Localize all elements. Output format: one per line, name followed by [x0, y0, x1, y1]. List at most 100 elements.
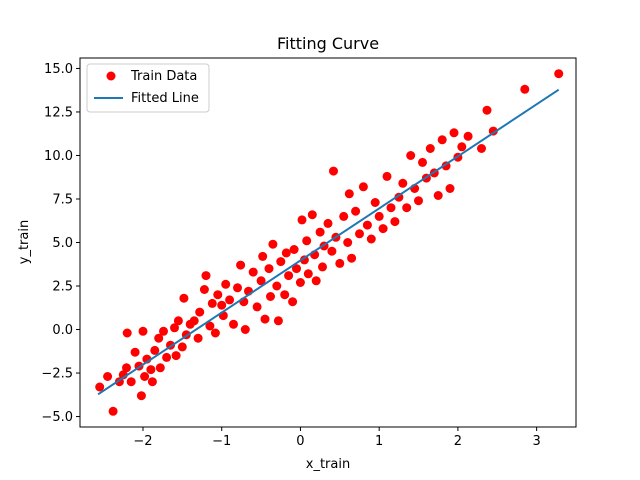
- data-point: [366, 234, 376, 244]
- data-point: [457, 142, 467, 152]
- data-point: [108, 406, 118, 416]
- data-point: [155, 363, 165, 373]
- data-point: [159, 326, 168, 336]
- data-point: [292, 264, 301, 274]
- data-point: [378, 224, 388, 234]
- data-point: [136, 391, 146, 401]
- data-point: [347, 253, 357, 263]
- x-tick-label: 2: [454, 434, 462, 449]
- data-point: [445, 184, 455, 193]
- data-point: [221, 279, 231, 289]
- legend: Train Data Fitted Line: [86, 63, 210, 113]
- y-tick-label: 0.0: [52, 323, 73, 338]
- data-point: [193, 333, 203, 343]
- data-point: [374, 211, 384, 221]
- data-point: [95, 382, 105, 392]
- data-point: [382, 171, 392, 181]
- legend-marker-train-data: [106, 71, 116, 81]
- data-point: [217, 300, 227, 310]
- y-tick-label: 12.5: [44, 105, 73, 120]
- data-point: [299, 255, 309, 265]
- data-point: [339, 211, 349, 221]
- data-point: [297, 215, 307, 225]
- data-point: [418, 157, 427, 167]
- y-tick-label: 7.5: [52, 192, 73, 207]
- data-point: [173, 316, 183, 326]
- y-tick-label: 15.0: [44, 62, 73, 77]
- legend-label-train-data: Train Data: [130, 69, 197, 84]
- data-point: [280, 290, 290, 300]
- data-point: [477, 144, 486, 153]
- data-point: [343, 238, 353, 247]
- data-point: [288, 297, 298, 307]
- data-point: [210, 328, 220, 338]
- data-point: [335, 258, 345, 268]
- data-point: [329, 166, 338, 176]
- data-point: [150, 345, 160, 355]
- data-point: [233, 283, 242, 293]
- plot-area: [79, 57, 577, 428]
- data-point: [252, 302, 262, 312]
- x-axis-label: x_train: [306, 457, 350, 472]
- data-point: [207, 298, 217, 308]
- x-tick-label: 1: [375, 434, 383, 449]
- data-point: [146, 365, 156, 375]
- data-point: [195, 307, 205, 317]
- data-point: [276, 257, 286, 267]
- data-point: [449, 128, 459, 138]
- data-point: [256, 276, 266, 286]
- data-point: [248, 267, 258, 277]
- data-point: [229, 319, 238, 329]
- data-point: [122, 328, 132, 338]
- y-tick-label: 2.5: [52, 280, 73, 295]
- data-point: [302, 236, 312, 246]
- y-tick-label: 5.0: [52, 236, 73, 251]
- y-axis-label: y_train: [17, 220, 32, 264]
- data-point: [236, 260, 246, 270]
- data-point: [386, 203, 396, 213]
- x-axis: −2 −1 0 1 2 3: [133, 427, 541, 449]
- x-tick-label: 3: [532, 434, 540, 449]
- data-point: [162, 352, 172, 362]
- data-point: [406, 151, 416, 160]
- data-point: [272, 281, 282, 291]
- data-point: [205, 321, 215, 331]
- data-point: [147, 377, 157, 387]
- data-point: [414, 196, 423, 206]
- data-point: [303, 269, 313, 279]
- data-point: [281, 248, 291, 258]
- data-point: [318, 262, 327, 272]
- fitted-line: [97, 88, 560, 396]
- data-point: [355, 229, 364, 239]
- data-point: [311, 276, 321, 286]
- data-point: [199, 285, 209, 294]
- data-point: [351, 206, 361, 216]
- data-point: [554, 69, 564, 79]
- data-point: [289, 245, 299, 254]
- data-point: [213, 290, 223, 300]
- data-point: [390, 217, 400, 227]
- data-point: [437, 135, 447, 145]
- data-point: [358, 182, 368, 192]
- x-tick-label: −1: [212, 434, 231, 449]
- data-point: [126, 377, 136, 387]
- data-point: [307, 210, 317, 220]
- data-point: [433, 191, 443, 200]
- y-axis: −5.0 −2.5 0.0 2.5 5.0 7.5 10.0 12.5 15.0: [41, 62, 80, 425]
- data-point: [344, 189, 354, 199]
- data-point: [177, 342, 187, 352]
- y-tick-label: −2.5: [41, 367, 73, 382]
- data-point: [264, 264, 274, 274]
- x-tick-label: −2: [133, 434, 152, 449]
- data-point: [138, 326, 148, 336]
- data-point: [398, 178, 408, 188]
- data-point: [268, 239, 278, 249]
- y-tick-label: −5.0: [41, 410, 73, 425]
- data-point: [103, 372, 113, 381]
- data-point: [463, 131, 473, 141]
- data-point: [425, 144, 435, 153]
- data-point: [370, 198, 380, 207]
- data-point: [258, 251, 268, 261]
- data-point: [225, 295, 235, 305]
